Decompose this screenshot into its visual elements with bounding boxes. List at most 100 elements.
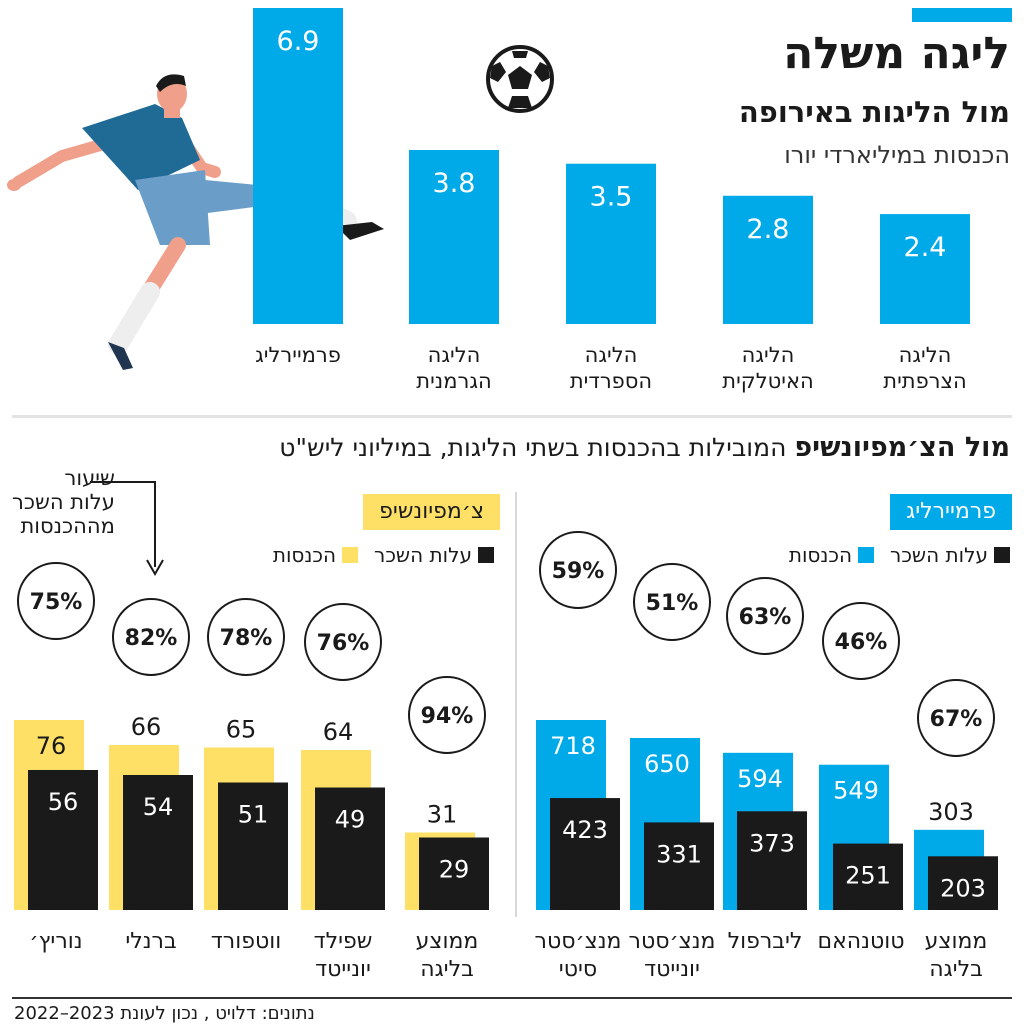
wage-ratio-label: 63% [739,605,792,630]
wage-ratio-label: 82% [125,626,178,651]
wage-ratio-circle [112,598,190,676]
club-category-label: נוריץ׳ [29,929,82,954]
wage-ratio-circle [539,531,617,609]
revenue-value-label: 549 [833,777,879,805]
europe-bar-value-label: 3.8 [433,168,476,199]
europe-bar-value-label: 6.9 [277,26,320,57]
revenue-value-label: 718 [550,732,596,760]
wage-bar [644,822,714,910]
wage-ratio-circle [408,676,486,754]
wage-value-label: 56 [48,788,79,816]
legend-label-wages: עלות השכר [374,543,472,567]
europe-category-label: הליגה [899,343,952,367]
wage-bar [28,770,98,910]
europe-category-label: הגרמנית [416,369,491,393]
europe-category-label: הספרדית [570,369,652,393]
legend-item-wages: עלות השכר [374,542,494,568]
wage-ratio-circle [304,603,382,681]
wage-bar [218,782,288,910]
wage-bar [833,843,903,910]
wage-ratio-circle [17,562,95,640]
europe-bar-value-label: 3.5 [590,182,633,213]
wage-ratio-label: 59% [552,559,605,584]
championship-legend: עלות השכר הכנסות [257,542,494,568]
revenue-value-label: 303 [928,798,974,826]
annotation-line: שיעור [64,466,115,490]
units-label: הכנסות במיליארדי יורו [784,141,1010,169]
legend-item-revenue: הכנסות [272,542,359,568]
wage-value-label: 331 [656,840,702,868]
revenue-value-label: 66 [131,713,162,741]
legend-label-revenue: הכנסות [272,543,337,567]
wage-value-label: 373 [749,829,795,857]
revenue-value-label: 76 [36,732,67,760]
europe-bar [409,149,499,324]
legend-label-wages: עלות השכר [890,543,988,567]
europe-category-label: הליגה [585,343,638,367]
wage-value-label: 29 [439,856,470,884]
europe-category-label: פרמיירליג [255,343,341,367]
wage-ratio-label: 75% [30,590,83,615]
europe-bar [723,195,813,324]
wage-bar [315,787,385,910]
legend-swatch-wages [994,547,1010,563]
footer-rule [12,997,1012,999]
europe-category-label: הליגה [742,343,795,367]
wage-bar [123,775,193,910]
club-category-label: ליברפול [728,929,803,954]
wage-bar [737,811,807,910]
wage-value-label: 423 [562,816,608,844]
wage-value-label: 51 [238,801,269,829]
europe-category-label: הליגה [428,343,481,367]
championship-panel-title: צ׳מפיונשיפ [363,494,500,530]
wage-bar [928,856,998,910]
legend-item-wages: עלות השכר [890,542,1010,568]
europe-bar-value-label: 2.8 [747,214,790,245]
wage-ratio-circle [726,577,804,655]
club-category-label: טוטנהאם [817,929,904,954]
legend-swatch-revenue [858,547,875,563]
club-category-label: יונייטד [315,957,371,982]
annotation-line: עלות השכר [12,490,115,514]
illustrations [7,45,554,370]
club-category-label: בליגה [420,957,474,982]
soccer-ball-icon [486,45,554,113]
club-category-label: מנצ׳סטר [535,929,622,954]
club-category-label: ווטפורד [211,929,281,954]
wage-ratio-annotation: שיעור עלות השכר מההכנסות [12,466,115,538]
wage-value-label: 49 [335,806,366,834]
wage-value-label: 251 [845,862,891,890]
chart-europe-revenue: 6.9פרמיירליג3.8הליגההגרמנית3.5הליגההספרד… [253,8,970,393]
revenue-value-label: 650 [644,750,690,778]
premier-league-legend: עלות השכר הכנסות [773,542,1010,568]
wage-ratio-circle [917,679,995,757]
chart-championship-clubs: 76 56 75% נוריץ׳ 66 54 82% ברנלי 65 51 78% ווטפורד 6… [14,562,489,982]
revenue-value-label: 594 [737,765,783,793]
section2-heading: מול הצ׳מפיונשיפ המובילות בהכנסות בשתי הל… [279,430,1010,466]
club-category-label: שפילד [314,929,373,954]
wage-ratio-circle [207,598,285,676]
wage-ratio-label: 67% [930,707,983,732]
chart-premier-league-clubs: 718 423 59% מנצ׳סטר סיטי 650 331 51% מנצ׳סטר יוני… [535,531,998,982]
annotation-line: מההכנסות [20,514,115,538]
club-category-label: ממוצע [416,929,479,954]
source-note: נתונים: דלויט , נכון לעונת 2023–2022 [14,1003,315,1024]
wage-ratio-label: 78% [220,626,273,651]
wage-ratio-label: 94% [421,704,474,729]
club-category-label: סיטי [559,957,597,982]
section2-heading-bold: מול הצ׳מפיונשיפ [794,432,1010,463]
wage-bar [419,837,489,910]
club-category-label: ברנלי [125,929,176,954]
legend-label-revenue: הכנסות [788,543,853,567]
europe-bar-value-label: 2.4 [904,232,947,263]
wage-ratio-label: 46% [835,630,888,655]
page-title: ליגה משלה [783,28,1010,79]
revenue-value-label: 64 [323,718,354,746]
legend-swatch-wages [478,547,494,563]
wage-ratio-label: 76% [317,631,370,656]
accent-bar [912,8,1012,22]
europe-category-label: הצרפתית [883,369,966,393]
legend-item-revenue: הכנסות [788,542,875,568]
